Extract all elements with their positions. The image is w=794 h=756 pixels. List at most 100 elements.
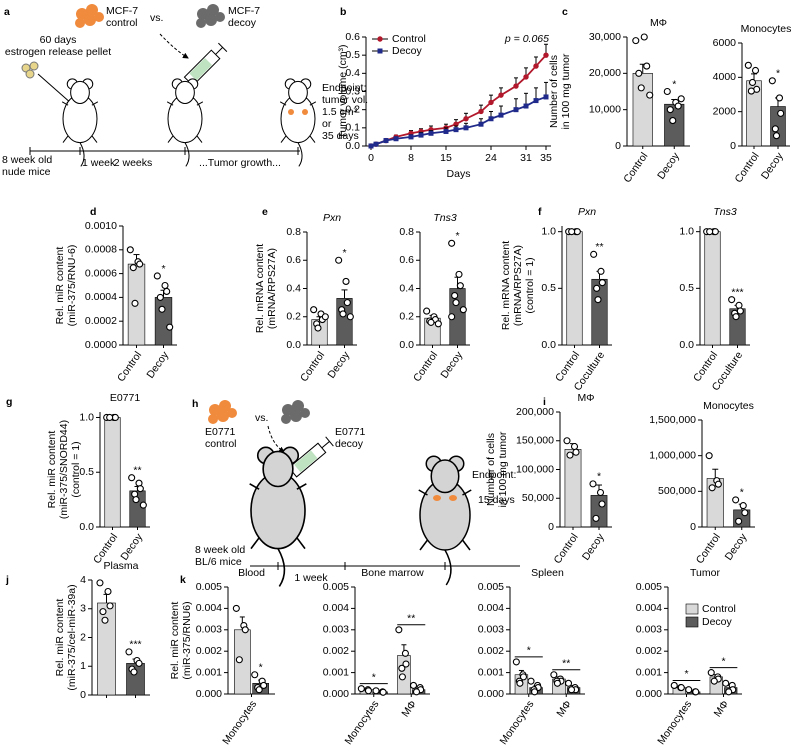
marker: [373, 141, 379, 147]
panel-title: MΦ: [577, 392, 594, 404]
y-tick-label: 0.2: [345, 103, 360, 115]
data-point: [550, 671, 558, 679]
panel-title: Spleen: [531, 567, 564, 579]
y-tick-label: 0: [548, 521, 554, 533]
label: 15 days: [478, 494, 515, 506]
label: 8 week old: [2, 154, 52, 166]
y-tick-label: 0.000: [323, 688, 349, 700]
y-tick-label: 0.6: [345, 31, 360, 43]
panel-label: j: [5, 574, 9, 586]
marker: [498, 112, 504, 118]
data-point: [732, 313, 740, 321]
y-tick-label: 0.002: [636, 645, 662, 657]
y-tick-label: 0.002: [478, 645, 504, 657]
panel-title: Blood: [238, 567, 265, 579]
data-point: [255, 686, 263, 694]
data-point: [232, 604, 240, 612]
label: Endpoint:: [472, 469, 516, 481]
y-axis-label: (miR-375/RNU-6): [66, 245, 78, 327]
label: 1.5 cm³: [322, 106, 358, 118]
y-tick-label: 0.5: [79, 466, 94, 478]
data-point: [401, 649, 409, 657]
label: 35 days: [322, 130, 359, 142]
legend-swatch: [685, 603, 699, 615]
y-tick-label: 6000: [713, 37, 737, 49]
label: 1 week: [82, 157, 116, 169]
panel-title: Plasma: [103, 560, 138, 572]
legend-label: Decoy: [702, 616, 733, 628]
data-point: [129, 264, 137, 272]
legend-marker: [377, 48, 383, 54]
data-point: [126, 246, 134, 254]
y-tick-label: 0: [615, 140, 621, 152]
bar: [632, 73, 653, 147]
data-point: [402, 660, 410, 668]
y-axis-label: Number of cells: [485, 433, 497, 506]
y-tick-label: 0.0002: [85, 315, 117, 327]
data-point: [136, 485, 144, 493]
data-point: [710, 677, 718, 685]
x-tick-label: MΦ: [712, 698, 732, 719]
diagram-h: h E0771 control vs. E0771 decoy Endpoint…: [192, 398, 520, 588]
y-axis-label: (mRNA/RPS27A): [266, 248, 278, 329]
x-tick-label: Decoy: [144, 349, 171, 381]
significance: *: [342, 247, 346, 259]
data-point: [598, 279, 606, 287]
label: 60 days: [40, 34, 77, 46]
significance: *: [672, 78, 676, 90]
significance: ***: [129, 639, 141, 651]
annotation: p = 0.065: [504, 33, 549, 45]
x-tick-label: 31: [520, 152, 532, 164]
y-tick-label: 0.005: [478, 581, 504, 593]
tumor: [288, 109, 294, 115]
marker: [408, 134, 414, 140]
y-tick-label: 50,000: [522, 492, 554, 504]
y-tick-label: 1.0: [679, 225, 694, 237]
data-point: [735, 517, 743, 525]
label: control: [106, 17, 138, 29]
data-point: [409, 681, 418, 689]
tumor: [449, 495, 457, 501]
data-point: [130, 668, 138, 676]
x-tick-label: 0: [368, 152, 374, 164]
data-point: [314, 324, 322, 332]
panel-title: Tumor: [690, 567, 720, 579]
x-tick-label: Monocytes: [498, 698, 537, 746]
y-tick-label: 0.003: [478, 624, 504, 636]
data-point: [527, 677, 535, 685]
significance: **: [562, 658, 570, 670]
marker: [543, 94, 549, 100]
legend-label: Control: [702, 603, 736, 615]
data-point: [423, 307, 431, 315]
legend-swatch: [685, 616, 699, 628]
legend-marker: [377, 36, 383, 42]
data-point: [706, 228, 714, 236]
x-tick-label: Decoy: [118, 531, 145, 563]
y-tick-label: 0.6: [399, 254, 414, 266]
control-cells: [208, 400, 237, 424]
data-point: [512, 658, 520, 666]
data-point: [339, 310, 347, 318]
y-tick-label: 0.2: [286, 311, 301, 323]
y-tick-label: 150,000: [516, 435, 554, 447]
label: ...Tumor growth...: [199, 157, 281, 169]
data-point: [568, 228, 576, 236]
data-point: [132, 496, 140, 504]
data-point: [735, 301, 743, 309]
marker: [418, 132, 424, 138]
data-point: [372, 687, 380, 695]
significance: *: [455, 230, 459, 242]
x-tick-label: Control: [694, 531, 723, 566]
data-point: [235, 656, 243, 664]
x-tick-label: Decoy: [325, 349, 352, 381]
marker: [368, 143, 374, 149]
data-point: [111, 413, 119, 422]
significance: *: [161, 263, 165, 275]
data-point: [106, 413, 114, 422]
y-axis-label: (control = 1): [524, 257, 536, 313]
data-point: [643, 62, 651, 70]
marker: [463, 116, 469, 122]
marker: [533, 98, 539, 104]
y-tick-label: 0.5: [541, 282, 556, 294]
data-point: [572, 448, 580, 456]
